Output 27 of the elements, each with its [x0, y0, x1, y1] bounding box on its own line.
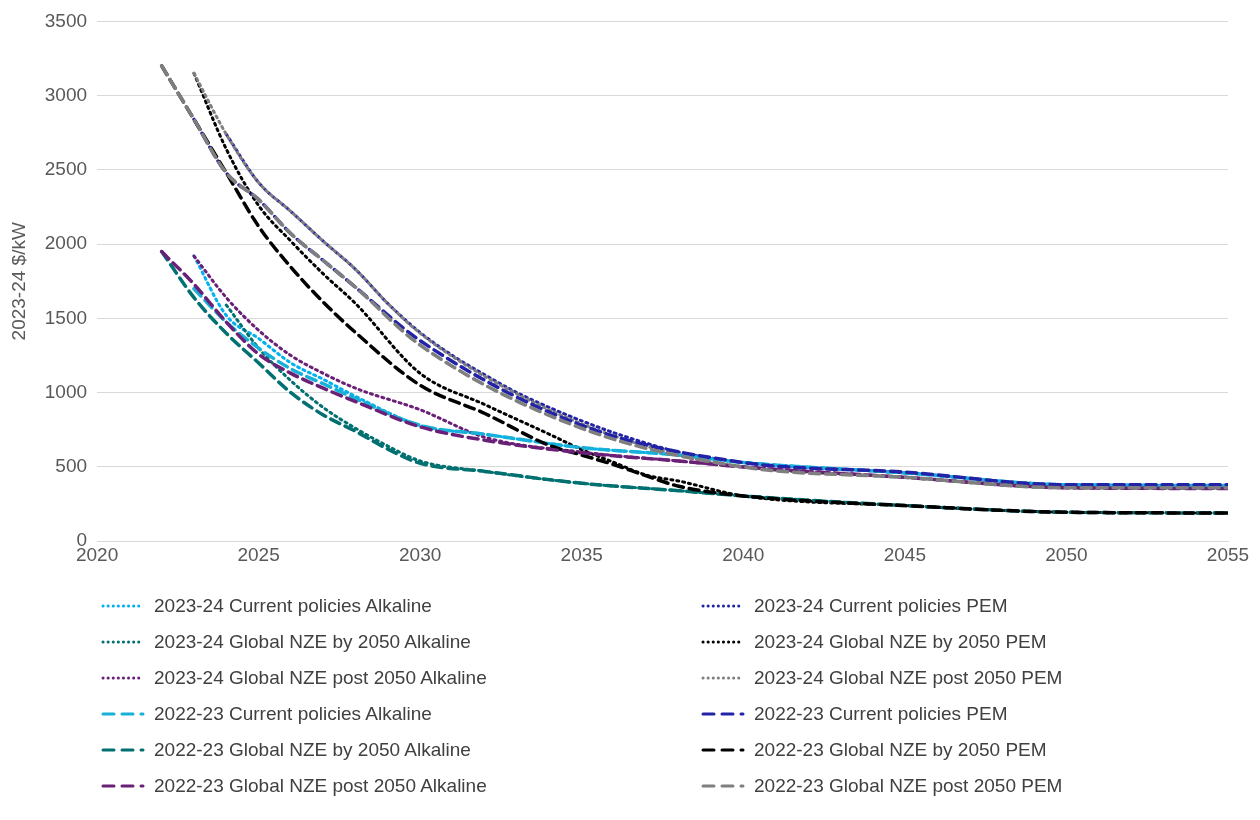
x-tick-label: 2050: [1045, 543, 1088, 565]
legend-label: 2023-24 Global NZE by 2050 PEM: [754, 630, 1047, 653]
legend-label: 2022-23 Global NZE post 2050 Alkaline: [154, 774, 487, 797]
y-tick-label: 1500: [44, 306, 88, 328]
y-tick-label: 2000: [44, 232, 88, 254]
legend-label: 2022-23 Global NZE post 2050 PEM: [754, 774, 1063, 797]
y-tick-label: 2500: [44, 158, 88, 180]
y-axis-title: 2023-24 $/kW: [7, 222, 29, 341]
x-tick-label: 2055: [1206, 543, 1250, 565]
x-tick-label: 2040: [722, 543, 765, 565]
legend-label: 2022-23 Current policies PEM: [754, 702, 1008, 725]
legend-label: 2022-23 Global NZE by 2050 PEM: [754, 738, 1047, 761]
x-tick-label: 2035: [560, 543, 603, 565]
legend-label: 2023-24 Global NZE by 2050 Alkaline: [154, 630, 471, 653]
y-tick-label: 3500: [44, 9, 88, 31]
y-tick-label: 1000: [44, 380, 88, 402]
legend-label: 2022-23 Current policies Alkaline: [154, 702, 432, 725]
legend-label: 2023-24 Current policies PEM: [754, 594, 1008, 617]
legend-label: 2022-23 Global NZE by 2050 Alkaline: [154, 738, 471, 761]
y-tick-label: 3000: [44, 83, 88, 105]
legend-label: 2023-24 Global NZE post 2050 PEM: [754, 666, 1063, 689]
x-tick-label: 2025: [237, 543, 280, 565]
legend-label: 2023-24 Current policies Alkaline: [154, 594, 432, 617]
x-tick-label: 2045: [883, 543, 927, 565]
x-tick-label: 2030: [399, 543, 442, 565]
legend-label: 2023-24 Global NZE post 2050 Alkaline: [154, 666, 487, 689]
y-tick-label: 500: [55, 455, 88, 477]
